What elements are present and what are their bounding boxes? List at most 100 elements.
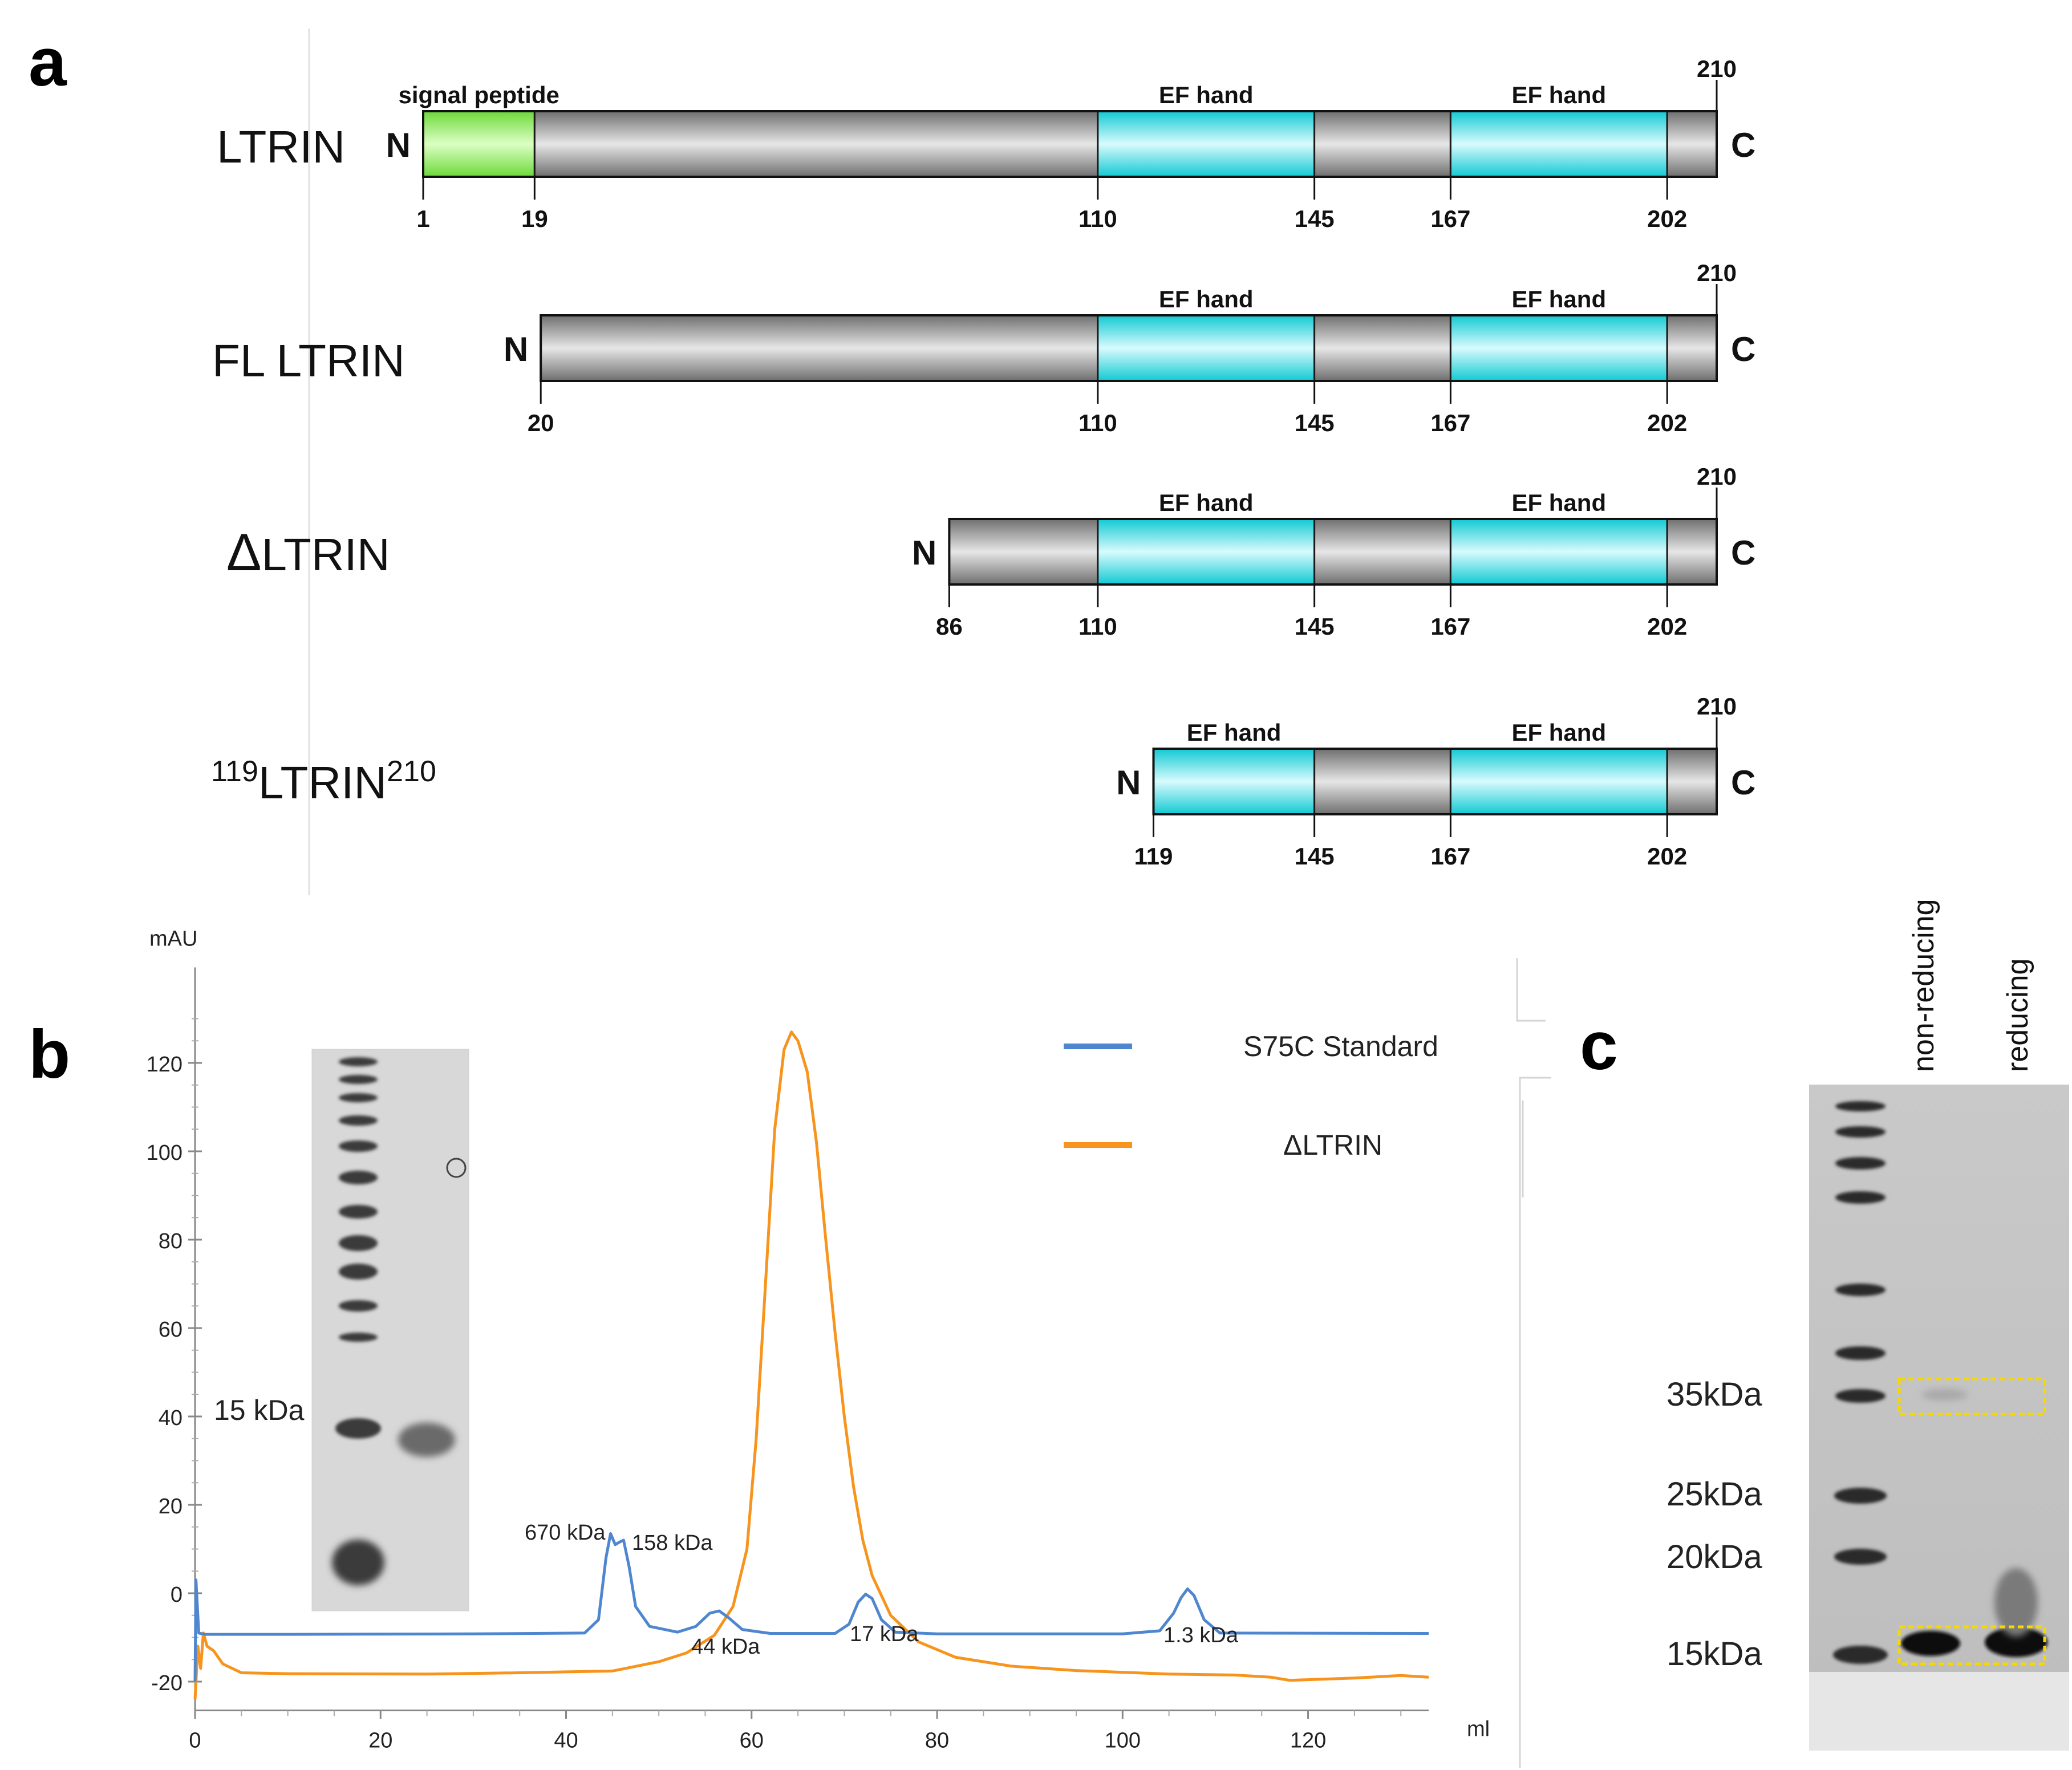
bar-outline-1 bbox=[540, 314, 1718, 382]
residue-label: 20 bbox=[528, 409, 554, 436]
peak-label: 670 kDa bbox=[525, 1521, 606, 1545]
segment-ef-1-1 bbox=[1097, 314, 1316, 382]
n-terminus-label: N bbox=[1116, 764, 1141, 802]
residue-label: 167 bbox=[1430, 613, 1470, 640]
gel-marker-35kda: 35kDa bbox=[1666, 1376, 1762, 1413]
residue-label: 110 bbox=[1078, 409, 1117, 436]
row-name-0: LTRIN bbox=[217, 121, 345, 172]
series-deltaltrin bbox=[193, 1030, 1429, 1700]
inset-marker-label: 15 kDa bbox=[214, 1394, 305, 1426]
segment-plain-1-4 bbox=[1666, 314, 1718, 382]
segment-ef-0-2 bbox=[1097, 110, 1316, 178]
y-tick-label: 80 bbox=[159, 1229, 183, 1253]
peak-label: 17 kDa bbox=[850, 1622, 919, 1646]
segment-ef-119-210-2 bbox=[1449, 748, 1668, 815]
panel-a-label: a bbox=[29, 24, 67, 100]
ef-hand-label: EF hand bbox=[1159, 82, 1254, 108]
segment-ef-119-210-0 bbox=[1152, 748, 1316, 815]
ef-hand-label: EF hand bbox=[1511, 719, 1606, 746]
band-non-reducing-35kda bbox=[1922, 1389, 1968, 1400]
y-tick-label: 60 bbox=[159, 1318, 183, 1342]
inset-gel bbox=[311, 1049, 469, 1611]
y-tick-label: 120 bbox=[147, 1053, 183, 1077]
row-name-1: FL LTRIN bbox=[212, 335, 405, 386]
n-terminus-label: N bbox=[504, 330, 528, 368]
c-terminus-label: C bbox=[1731, 764, 1755, 802]
superscript-end: 210 bbox=[387, 755, 436, 788]
lane-label-non-reducing: non-reducing bbox=[1907, 899, 1940, 1072]
segment-plain-0-5 bbox=[1666, 110, 1718, 178]
residue-label: 1 bbox=[416, 205, 429, 232]
legend-label-deltaltrin: ΔLTRIN bbox=[1283, 1129, 1382, 1161]
gel-dye-front bbox=[1809, 1672, 2069, 1751]
x-tick-label: 0 bbox=[189, 1729, 201, 1753]
end-residue-label: 210 bbox=[1697, 55, 1737, 82]
ef-hand-label: EF hand bbox=[1187, 719, 1282, 746]
row-name-119-210: 119LTRIN210 bbox=[211, 755, 436, 808]
y-tick-label: 40 bbox=[159, 1406, 183, 1430]
residue-label: 167 bbox=[1430, 843, 1470, 870]
bar-outline-2 bbox=[948, 518, 1718, 586]
series-s75c-standard bbox=[193, 1532, 1429, 1682]
end-residue-label: 210 bbox=[1697, 259, 1737, 286]
residue-label: 145 bbox=[1295, 843, 1335, 870]
row-name-text: LTRIN bbox=[217, 121, 345, 172]
band-reducing-15kda bbox=[1985, 1627, 2047, 1657]
segment-plain-119-210-3 bbox=[1666, 748, 1718, 815]
c-terminus-label: C bbox=[1731, 330, 1755, 368]
segment-plain-0-1 bbox=[533, 110, 1099, 178]
sds-page-gel: non-reducing reducing 35kDa 25kDa 20kDa … bbox=[1666, 899, 2069, 1751]
residue-label: 202 bbox=[1647, 409, 1687, 436]
residue-label: 202 bbox=[1647, 205, 1687, 232]
row-name-text: LTRIN bbox=[258, 757, 387, 808]
x-axis-title: ml bbox=[1467, 1718, 1490, 1741]
band-reducing-smear bbox=[1994, 1568, 2038, 1637]
x-tick-label: 100 bbox=[1105, 1729, 1141, 1753]
x-tick-label: 40 bbox=[554, 1729, 578, 1753]
peak-label: 44 kDa bbox=[691, 1635, 760, 1659]
c-terminus-label: C bbox=[1731, 534, 1755, 572]
gel-ladder-bands bbox=[1833, 1101, 1888, 1664]
row-name-2: ΔLTRIN bbox=[226, 523, 390, 582]
x-tick-label: 60 bbox=[740, 1729, 764, 1753]
ef-hand-label: EF hand bbox=[1159, 286, 1254, 312]
peak-labels: 670 kDa 158 kDa 44 kDa 17 kDa 1.3 kDa bbox=[525, 1521, 1239, 1659]
delta-symbol: Δ bbox=[226, 523, 261, 582]
segment-ef-1-3 bbox=[1449, 314, 1668, 382]
chart-axes: -20 0 20 40 60 80 100 120 0 20 40 60 80 100 120 mAU ml bbox=[147, 927, 1490, 1753]
row-name-text: FL LTRIN bbox=[212, 335, 405, 386]
ef-hand-label: EF hand bbox=[1511, 82, 1606, 108]
segment-plain-119-210-1 bbox=[1313, 748, 1451, 815]
residue-label: 167 bbox=[1430, 205, 1470, 232]
inset-ladder-bands bbox=[332, 1057, 384, 1585]
end-residue-label: 210 bbox=[1697, 463, 1737, 490]
gel-marker-25kda: 25kDa bbox=[1666, 1476, 1762, 1513]
residue-label: 145 bbox=[1295, 409, 1335, 436]
segment-plain-2-2 bbox=[1313, 518, 1451, 586]
residue-label: 145 bbox=[1295, 613, 1335, 640]
segment-ef-2-3 bbox=[1449, 518, 1668, 586]
x-tick-label: 80 bbox=[925, 1729, 949, 1753]
x-tick-label: 20 bbox=[368, 1729, 392, 1753]
segment-plain-0-3 bbox=[1313, 110, 1451, 178]
chromatogram: 15 kDa -20 0 20 40 60 80 100 120 0 20 40 60 80 100 120… bbox=[147, 927, 1551, 1768]
segment-plain-2-4 bbox=[1666, 518, 1718, 586]
residue-label: 86 bbox=[936, 613, 963, 640]
ef-hand-label: EF hand bbox=[1511, 286, 1606, 312]
peak-label: 158 kDa bbox=[632, 1531, 713, 1555]
segment-plain-2-0 bbox=[948, 518, 1099, 586]
residue-label: 145 bbox=[1295, 205, 1335, 232]
segment-plain-1-0 bbox=[540, 314, 1099, 382]
y-axis-title: mAU bbox=[149, 927, 197, 951]
superscript-start: 119 bbox=[211, 755, 258, 788]
panel-b-label: b bbox=[29, 1016, 70, 1093]
chart-legend: S75C Standard ΔLTRIN bbox=[1064, 1030, 1438, 1161]
n-terminus-label: N bbox=[912, 534, 936, 572]
residue-label: 19 bbox=[521, 205, 548, 232]
residue-label: 202 bbox=[1647, 613, 1687, 640]
bracket-artifact bbox=[1516, 958, 1551, 1768]
n-terminus-label: N bbox=[386, 126, 411, 164]
residue-label: 110 bbox=[1078, 205, 1117, 232]
